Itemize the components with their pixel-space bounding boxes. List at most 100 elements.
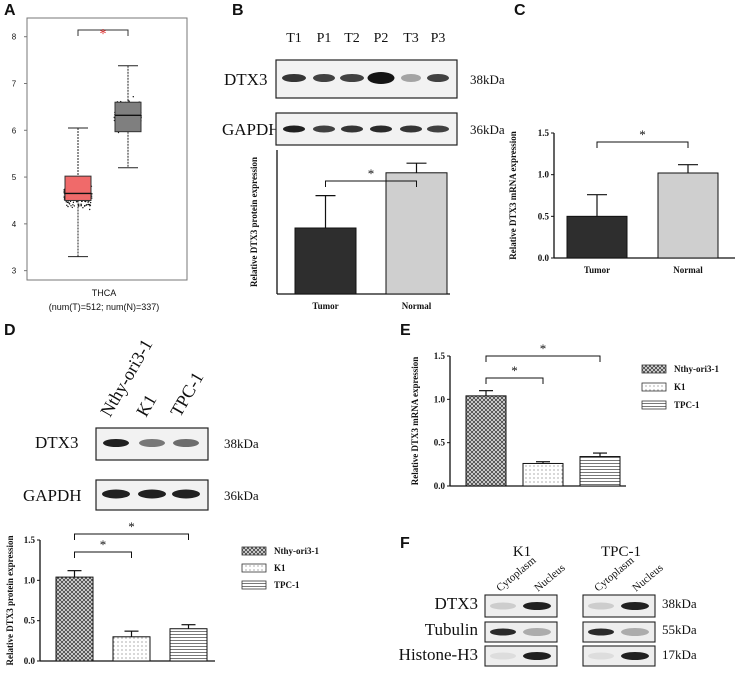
panel-d-gapdh-kda: 36kDa xyxy=(224,488,259,503)
panel-d-legend-swatch xyxy=(241,563,267,573)
panel-f-k1-cytoplasm: Cytoplasm xyxy=(494,554,539,594)
panel-a-point xyxy=(89,208,91,211)
panel-a-point xyxy=(66,204,68,206)
panel-c-xtick-label: Normal xyxy=(673,265,703,275)
panel-c-ytick-label: 1.5 xyxy=(538,128,550,138)
panel-f-blot-box xyxy=(484,645,558,667)
panel-a-xsublabel: (num(T)=512; num(N)=337) xyxy=(49,302,160,312)
panel-f-group-k1: K1 xyxy=(513,544,531,560)
panel-c-bar-normal xyxy=(657,172,719,259)
panel-e-sig-star: * xyxy=(511,363,518,378)
panel-c-sig-bracket xyxy=(596,141,689,148)
panel-label-e: E xyxy=(400,322,411,339)
panel-f-band xyxy=(621,628,649,636)
panel-a-point xyxy=(80,205,82,207)
panel-b-dtx3-band xyxy=(340,74,364,82)
panel-b-lane-label: T2 xyxy=(344,31,360,46)
panel-a-point xyxy=(75,201,78,203)
panel-f-blot-box xyxy=(582,645,656,667)
panel-b-bar-normal xyxy=(385,172,448,295)
panel-b-gapdh-band xyxy=(400,125,422,133)
panel-d-sig-bracket xyxy=(74,551,132,558)
panel-b-ylabel: Relative DTX3 protein expression xyxy=(249,157,259,287)
panel-f-band xyxy=(621,652,649,660)
panel-a-point xyxy=(73,205,76,207)
panel-a-xlabel: THCA xyxy=(92,288,117,298)
panel-d-gapdh-band xyxy=(138,489,166,499)
panel-a-point xyxy=(132,96,134,98)
panel-e-ytick-label: 0.5 xyxy=(434,438,446,448)
panel-b-lane-label: P2 xyxy=(374,31,389,46)
panel-d-sig-bracket xyxy=(74,533,189,540)
panel-b-lane-label: P1 xyxy=(317,31,332,46)
panel-b-dtx3-band xyxy=(401,74,421,82)
panel-a-sig-star: * xyxy=(100,27,107,42)
panel-b-xtick-label: Normal xyxy=(402,301,432,311)
panel-b-dtx3-band xyxy=(427,74,449,82)
panel-f-histone-label: Histone-H3 xyxy=(399,645,478,664)
panel-d-gapdh-band xyxy=(102,489,130,499)
panel-a-box-tumor xyxy=(64,175,92,201)
panel-e-ytick-label: 1.5 xyxy=(434,351,446,361)
panel-e-ytick-label: 1.0 xyxy=(434,394,446,404)
panel-d-ytick-label: 0.5 xyxy=(24,616,36,626)
panel-b-gapdh-band xyxy=(283,125,305,133)
panel-e-legend-swatch xyxy=(641,382,667,392)
panel-a-box-normal xyxy=(114,101,142,133)
panel-d-ylabel: Relative DTX3 protein expression xyxy=(5,536,15,666)
panel-a-point xyxy=(84,200,87,203)
panel-c-ylabel: Relative DTX3 mRNA expression xyxy=(508,131,518,260)
panel-e-legend-swatch xyxy=(641,364,667,374)
panel-a-point xyxy=(82,207,84,209)
panel-e-legend-label: Nthy-ori3-1 xyxy=(674,364,719,374)
panel-b-gapdh-blot xyxy=(275,112,458,146)
panel-f-dtx3-label: DTX3 xyxy=(435,594,478,613)
panel-d-dtx3-band xyxy=(173,439,199,447)
panel-f-blot-box xyxy=(582,594,656,618)
panel-b-bar-tumor xyxy=(294,227,357,295)
panel-a-ytick-label: 8 xyxy=(12,33,17,42)
panel-c-ytick-label: 1.0 xyxy=(538,170,550,180)
panel-d-sig-star: * xyxy=(100,537,107,552)
panel-label-f: F xyxy=(400,535,410,552)
panel-a-point xyxy=(84,205,86,207)
panel-e-legend-label: TPC-1 xyxy=(674,400,700,410)
panel-d-ytick-label: 1.5 xyxy=(24,535,36,545)
panel-c-xtick-label: Tumor xyxy=(584,265,610,275)
panel-a-ytick-label: 3 xyxy=(12,267,17,276)
panel-d-gapdh-band xyxy=(172,489,200,499)
panel-f-band xyxy=(523,602,551,610)
panel-label-b: B xyxy=(232,2,244,19)
panel-f-group-tpc1: TPC-1 xyxy=(601,544,641,560)
panel-b-sig-bracket xyxy=(325,180,417,187)
panel-b-xtick-label: Tumor xyxy=(312,301,338,311)
panel-f-band xyxy=(490,602,516,610)
panel-b-dtx3-kda: 38kDa xyxy=(470,72,505,87)
panel-f-band xyxy=(588,602,614,610)
panel-a-point xyxy=(69,200,72,203)
panel-f-band xyxy=(490,628,516,636)
panel-label-c: C xyxy=(514,2,526,19)
panel-label-d: D xyxy=(4,322,16,339)
panel-b-dtx3-band xyxy=(313,74,335,82)
panel-e-sig-bracket xyxy=(485,355,601,362)
panel-a-point xyxy=(65,201,67,203)
panel-d-ytick-label: 0.0 xyxy=(24,656,36,666)
panel-b-gapdh-kda: 36kDa xyxy=(470,122,505,137)
panel-a-point xyxy=(87,203,90,206)
panel-c-ytick-label: 0.0 xyxy=(538,253,550,263)
panel-d-bar-nthy-ori3-1 xyxy=(55,576,94,662)
panel-a-point xyxy=(91,193,93,195)
panel-a-point xyxy=(88,203,91,206)
panel-d-legend-label: TPC-1 xyxy=(274,580,300,590)
panel-f-tpc1-cytoplasm: Cytoplasm xyxy=(592,554,637,594)
panel-a-point xyxy=(68,203,71,205)
panel-f-blot-box xyxy=(484,621,558,643)
panel-d-gapdh-label: GAPDH xyxy=(23,486,82,505)
panel-f-band xyxy=(588,652,614,660)
panel-d-dtx3-band xyxy=(139,439,165,447)
panel-d-bar-k1 xyxy=(112,636,151,662)
